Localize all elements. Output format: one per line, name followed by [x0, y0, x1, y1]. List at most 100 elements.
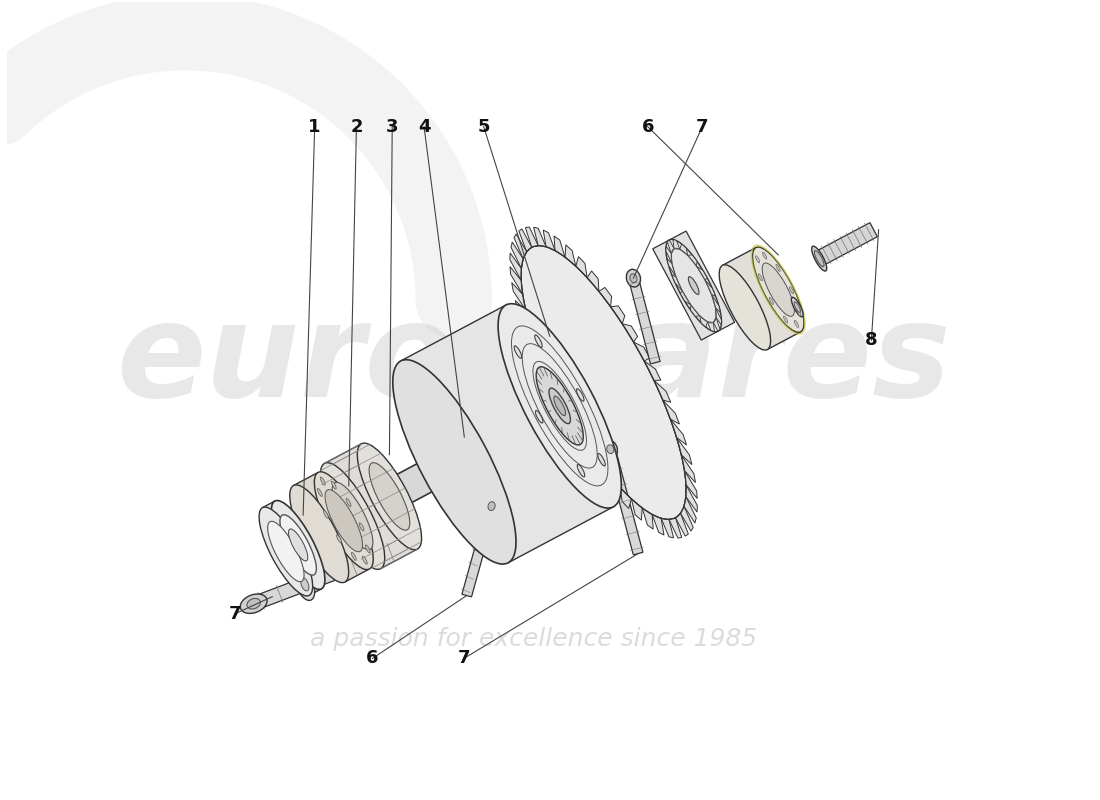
- Polygon shape: [543, 230, 556, 250]
- Text: 7: 7: [696, 118, 708, 136]
- Ellipse shape: [536, 410, 543, 423]
- Ellipse shape: [365, 545, 371, 553]
- Polygon shape: [610, 306, 625, 324]
- Polygon shape: [676, 438, 692, 465]
- Ellipse shape: [332, 482, 373, 550]
- Polygon shape: [661, 518, 673, 538]
- Polygon shape: [515, 301, 530, 328]
- Ellipse shape: [597, 454, 605, 466]
- Ellipse shape: [279, 514, 317, 575]
- Polygon shape: [652, 514, 664, 535]
- Polygon shape: [558, 404, 574, 423]
- Polygon shape: [598, 287, 612, 306]
- Ellipse shape: [689, 277, 700, 294]
- Ellipse shape: [666, 239, 722, 332]
- Ellipse shape: [318, 489, 322, 497]
- Polygon shape: [634, 342, 650, 361]
- Text: a passion for excellence since 1985: a passion for excellence since 1985: [310, 626, 757, 650]
- Ellipse shape: [603, 440, 617, 458]
- Polygon shape: [675, 514, 689, 536]
- Ellipse shape: [315, 472, 373, 570]
- Ellipse shape: [240, 594, 267, 614]
- Polygon shape: [324, 444, 417, 569]
- Ellipse shape: [536, 366, 583, 445]
- Ellipse shape: [320, 462, 385, 570]
- Polygon shape: [696, 266, 707, 280]
- Polygon shape: [570, 423, 585, 442]
- Ellipse shape: [626, 270, 640, 287]
- Ellipse shape: [514, 346, 521, 358]
- Polygon shape: [631, 499, 642, 520]
- Ellipse shape: [484, 498, 498, 515]
- Ellipse shape: [295, 568, 315, 601]
- Polygon shape: [537, 362, 553, 385]
- Ellipse shape: [783, 316, 788, 323]
- Ellipse shape: [521, 246, 686, 519]
- Text: 3: 3: [386, 118, 398, 136]
- Polygon shape: [582, 442, 596, 459]
- Ellipse shape: [576, 389, 584, 401]
- Polygon shape: [547, 385, 563, 404]
- Polygon shape: [691, 305, 700, 316]
- Polygon shape: [642, 508, 653, 529]
- Polygon shape: [526, 227, 538, 247]
- Ellipse shape: [578, 465, 585, 477]
- Ellipse shape: [791, 298, 803, 317]
- Ellipse shape: [535, 335, 542, 347]
- Ellipse shape: [630, 274, 637, 282]
- Ellipse shape: [758, 274, 762, 281]
- Ellipse shape: [553, 396, 565, 416]
- Polygon shape: [684, 497, 696, 523]
- Ellipse shape: [260, 507, 312, 596]
- Polygon shape: [462, 505, 496, 597]
- Polygon shape: [668, 240, 674, 254]
- Polygon shape: [712, 294, 720, 313]
- Ellipse shape: [267, 522, 304, 582]
- Text: 7: 7: [229, 605, 241, 622]
- Polygon shape: [510, 266, 522, 294]
- Polygon shape: [263, 501, 321, 595]
- Ellipse shape: [814, 250, 824, 266]
- Ellipse shape: [549, 388, 571, 424]
- Polygon shape: [713, 318, 721, 331]
- Polygon shape: [667, 258, 676, 277]
- Polygon shape: [654, 381, 671, 402]
- Ellipse shape: [337, 535, 341, 543]
- Polygon shape: [575, 257, 587, 278]
- Polygon shape: [652, 231, 735, 340]
- Ellipse shape: [370, 462, 410, 530]
- Ellipse shape: [607, 445, 614, 454]
- Text: 5: 5: [477, 118, 490, 136]
- Polygon shape: [680, 244, 688, 255]
- Ellipse shape: [323, 510, 329, 518]
- Polygon shape: [595, 458, 608, 478]
- Polygon shape: [815, 222, 878, 266]
- Polygon shape: [534, 227, 546, 246]
- Ellipse shape: [359, 523, 364, 531]
- Polygon shape: [681, 506, 693, 531]
- Ellipse shape: [812, 246, 827, 271]
- Polygon shape: [645, 361, 661, 381]
- Polygon shape: [608, 474, 620, 494]
- Ellipse shape: [769, 298, 773, 305]
- Ellipse shape: [790, 286, 794, 294]
- Ellipse shape: [351, 552, 356, 560]
- Polygon shape: [519, 229, 531, 252]
- Polygon shape: [681, 454, 695, 482]
- Ellipse shape: [794, 320, 799, 327]
- Polygon shape: [700, 316, 707, 327]
- Text: 7: 7: [458, 650, 470, 667]
- Ellipse shape: [272, 501, 324, 590]
- Ellipse shape: [362, 556, 367, 564]
- Polygon shape: [688, 255, 697, 266]
- Ellipse shape: [393, 360, 516, 564]
- Polygon shape: [628, 277, 660, 364]
- Ellipse shape: [289, 485, 349, 582]
- Text: eurospares: eurospares: [116, 297, 950, 424]
- Polygon shape: [587, 271, 598, 291]
- Polygon shape: [680, 291, 691, 305]
- Text: 4: 4: [418, 118, 430, 136]
- Polygon shape: [400, 305, 614, 563]
- Polygon shape: [512, 282, 526, 310]
- Polygon shape: [663, 400, 680, 424]
